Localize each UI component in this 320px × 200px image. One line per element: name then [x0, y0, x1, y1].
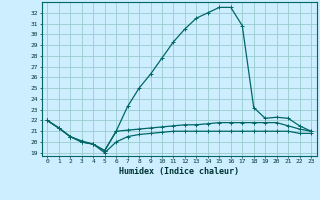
X-axis label: Humidex (Indice chaleur): Humidex (Indice chaleur) — [119, 167, 239, 176]
